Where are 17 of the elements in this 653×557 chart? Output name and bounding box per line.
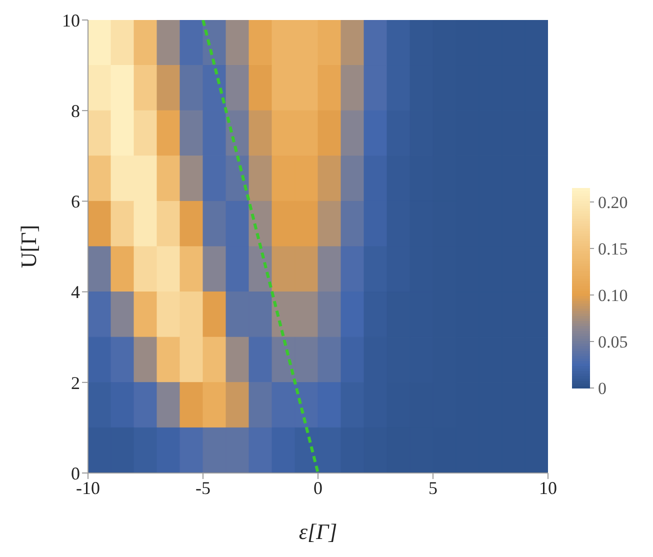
y-tick-label: 0: [71, 463, 80, 484]
y-tick-label: 6: [71, 192, 80, 212]
y-tick-label: 2: [71, 372, 80, 393]
color-bar-label: 0.10: [598, 286, 628, 305]
y-tick-label: 4: [71, 282, 80, 302]
color-bar-label: 0: [598, 379, 606, 398]
y-tick-label: 8: [71, 100, 80, 121]
x-tick-label: 5: [428, 478, 438, 498]
x-tick-label: 0: [314, 478, 322, 498]
color-bar-label: 0.05: [598, 332, 628, 352]
color-bar-label: 0.20: [598, 192, 628, 212]
x-tick-label: -5: [196, 478, 210, 498]
x-tick-label: 10: [539, 478, 557, 498]
x-axis-title: ε[Γ]: [298, 519, 338, 544]
color-bar-label: 0.15: [598, 239, 628, 258]
y-axis-title: U[Γ]: [16, 224, 41, 268]
y-tick-label: 10: [62, 10, 80, 30]
